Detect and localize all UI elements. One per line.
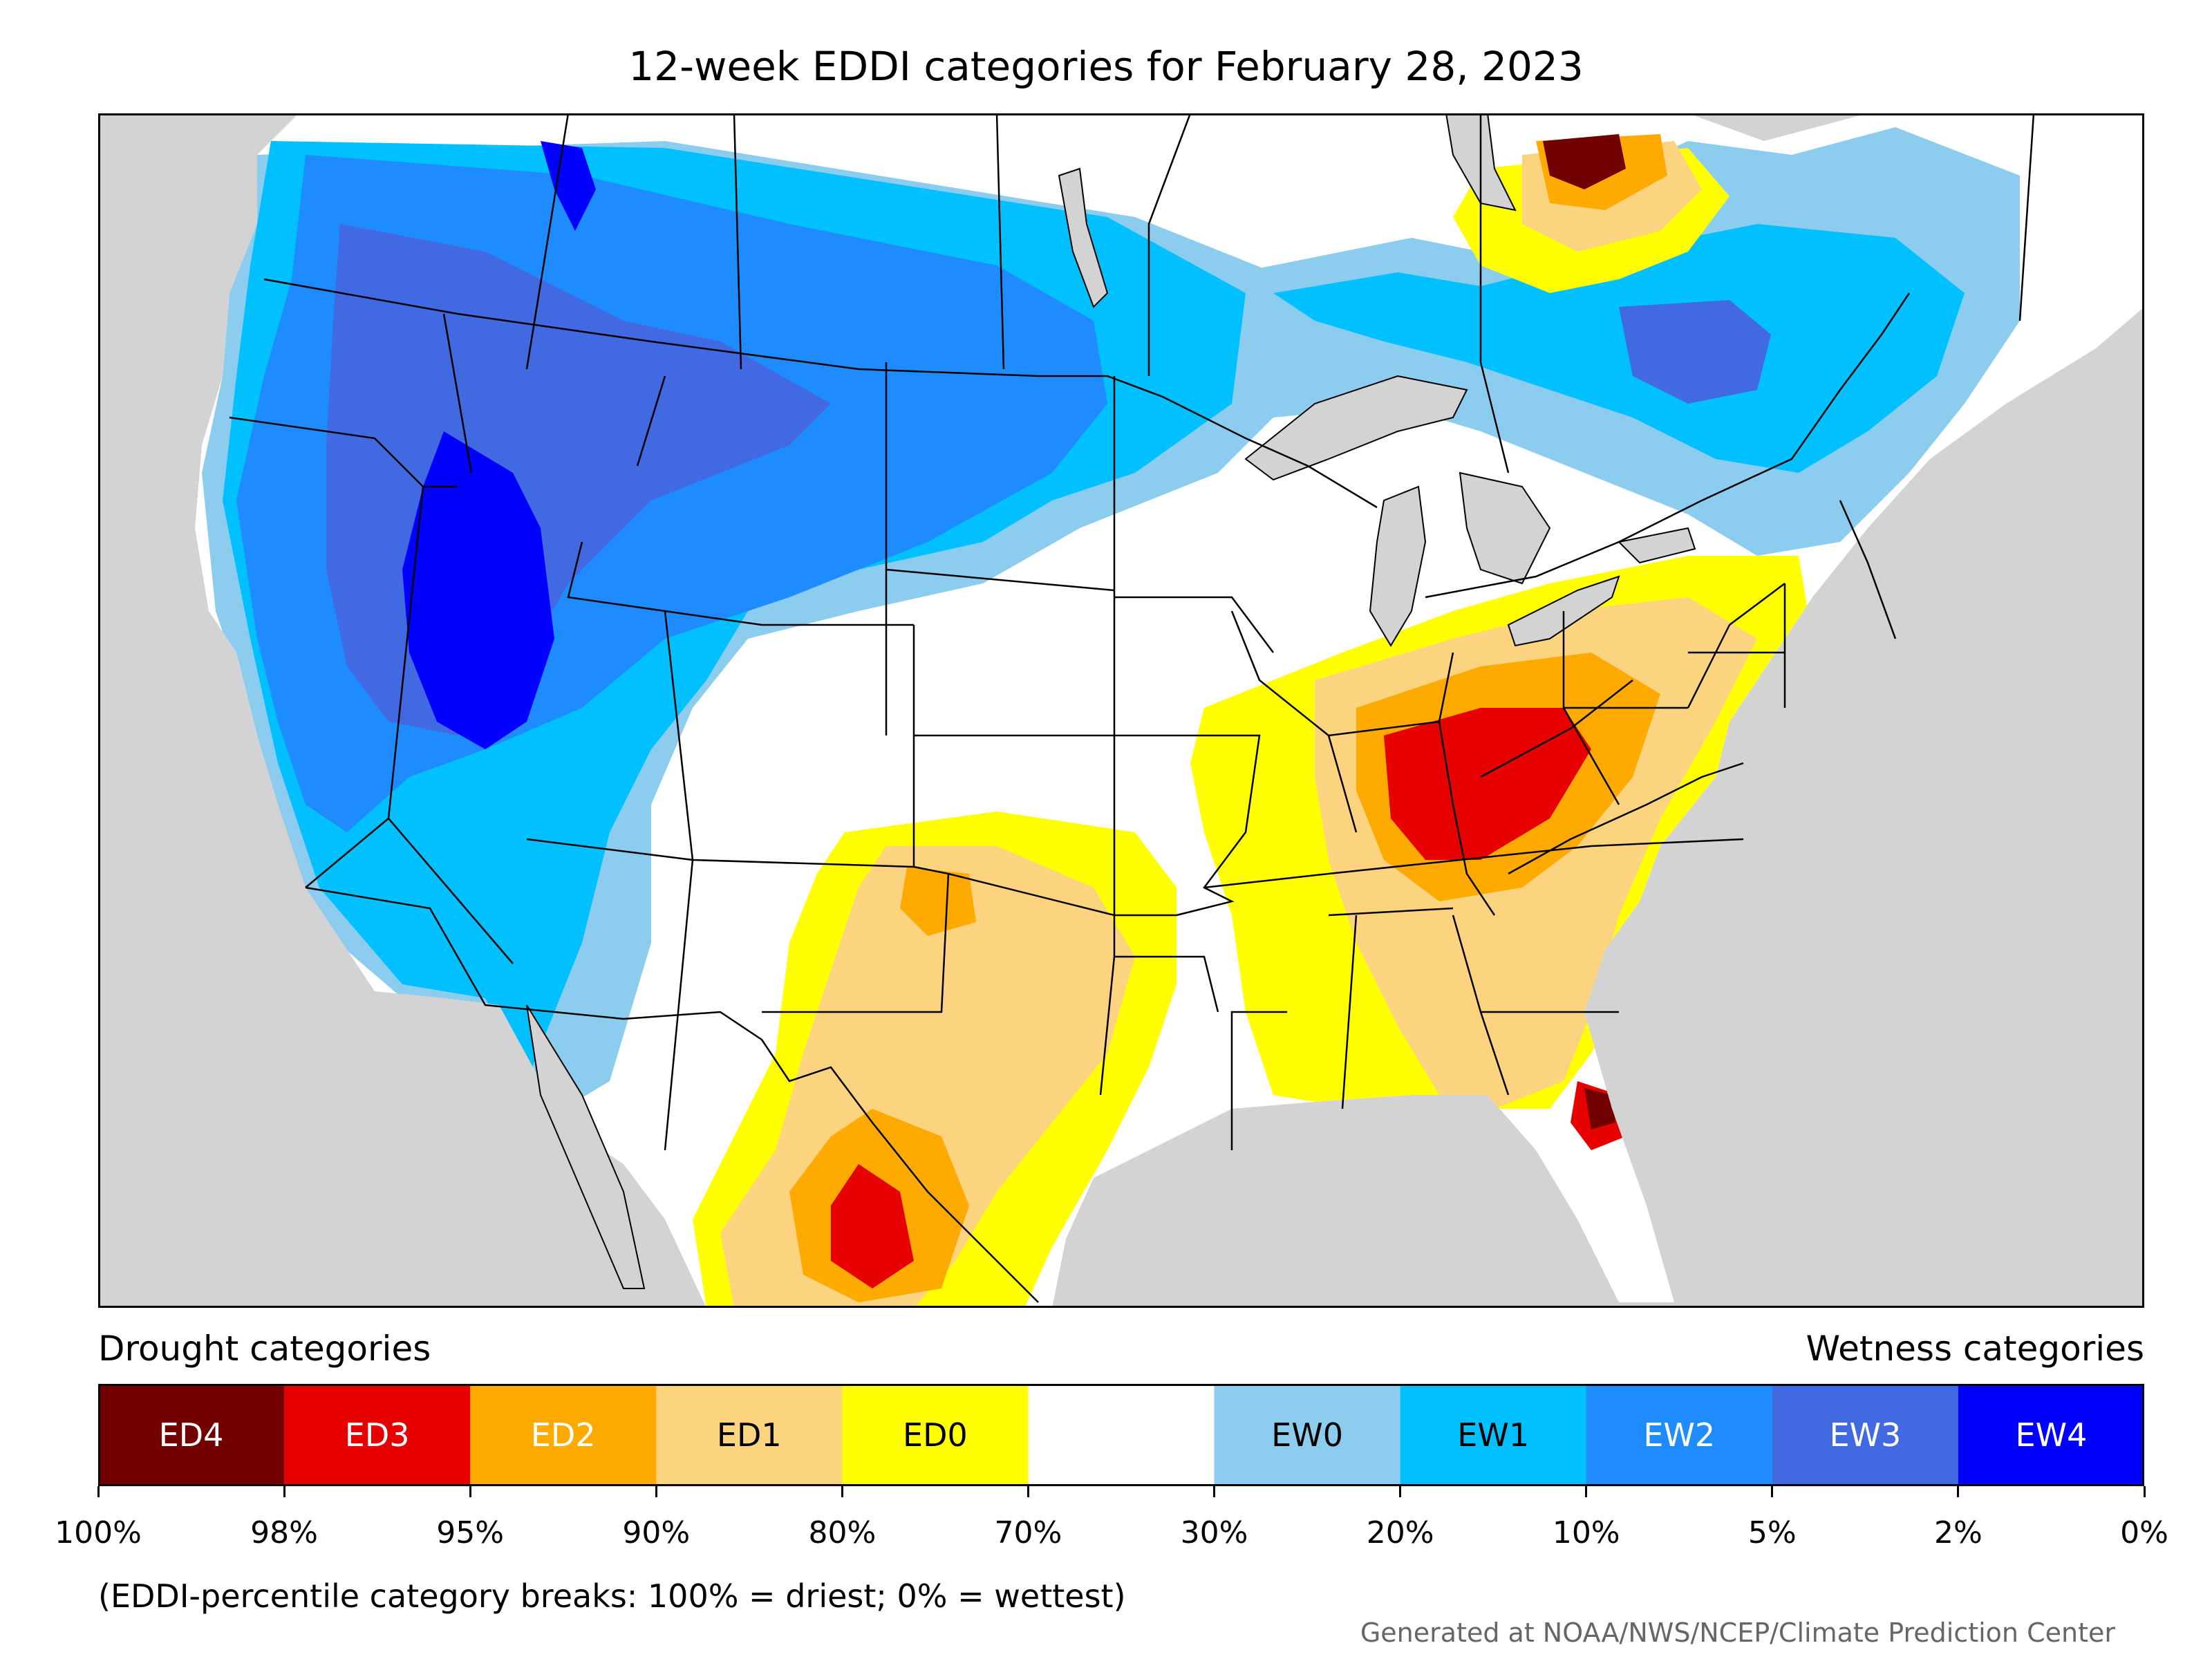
- colorbar-label-ed3: ED3: [345, 1416, 410, 1454]
- category-colorbar: ED4 ED3 ED2 ED1 ED0 EW0 EW1 EW2 EW3 EW4: [98, 1384, 2144, 1486]
- colorbar-label-ed0: ED0: [903, 1416, 968, 1454]
- colorbar-segment-ew2: [1586, 1384, 1773, 1486]
- wet-region-northeast-ew3: [1619, 300, 1771, 404]
- colorbar-tick-label: 95%: [436, 1515, 505, 1550]
- colorbar-label-ed4: ED4: [159, 1416, 224, 1454]
- colorbar-tick-mark: [655, 1486, 657, 1497]
- wet-region-ew4-north: [541, 141, 596, 231]
- colorbar-segment-ew3: [1772, 1384, 1959, 1486]
- colorbar-tick-mark: [283, 1486, 285, 1497]
- colorbar-label-ew0: EW0: [1271, 1416, 1343, 1454]
- drought-region-ed3-south: [831, 1164, 914, 1288]
- colorbar-tick-label: 100%: [55, 1515, 142, 1550]
- colorbar-segment-ew1: [1400, 1384, 1587, 1486]
- gulf-of-california: [526, 1004, 646, 1289]
- wetness-categories-heading: Wetness categories: [1806, 1329, 2144, 1369]
- eddi-map: [98, 113, 2144, 1308]
- lake-winnipeg: [1058, 167, 1109, 308]
- us-canada-border: [263, 278, 1911, 599]
- colorbar-label-ed2: ED2: [531, 1416, 596, 1454]
- colorbar-segment-ed3: [284, 1384, 471, 1486]
- map-frame: [98, 113, 2144, 1308]
- drought-region-ed2-panhandle: [900, 867, 976, 936]
- colorbar-tick-label: 90%: [622, 1515, 691, 1550]
- wet-region-ew4: [402, 431, 554, 749]
- us-state-borders-central: [948, 596, 1358, 1150]
- colorbar-tick-mark: [1399, 1486, 1402, 1497]
- colorbar-tick-mark: [1957, 1486, 1960, 1497]
- category-regions: [202, 127, 2020, 1308]
- colorbar-segment-ed0: [842, 1384, 1029, 1486]
- colorbar-label-ew2: EW2: [1643, 1416, 1715, 1454]
- colorbar-tick-mark: [1213, 1486, 1216, 1497]
- colorbar-tick-label: 5%: [1747, 1515, 1797, 1550]
- lake-michigan: [1369, 485, 1427, 647]
- colorbar-tick-mark: [1027, 1486, 1029, 1497]
- colorbar-tick-label: 98%: [250, 1515, 318, 1550]
- category-breaks-note: (EDDI-percentile category breaks: 100% =…: [98, 1577, 1126, 1615]
- colorbar-tick-mark: [1585, 1486, 1588, 1497]
- colorbar-segment-ed4: [98, 1384, 285, 1486]
- wet-region-northeast-ew1: [1273, 224, 1965, 473]
- us-mexico-border: [305, 886, 1039, 1303]
- colorbar-frame: [98, 1384, 2144, 1486]
- colorbar-tick-label: 0%: [2120, 1515, 2168, 1550]
- lake-huron: [1459, 471, 1551, 585]
- colorbar-segment-ew0: [1214, 1384, 1401, 1486]
- colorbar-tick-label: 70%: [994, 1515, 1062, 1550]
- canada-province-borders: [525, 113, 2035, 474]
- map-title: 12-week EDDI categories for February 28,…: [628, 43, 1584, 90]
- drought-region-ed4-florida: [1584, 1088, 1615, 1130]
- colorbar-tick-label: 20%: [1366, 1515, 1434, 1550]
- colorbar-segment-ed1: [656, 1384, 843, 1486]
- colorbar-segment-ew4: [1958, 1384, 2144, 1486]
- colorbar-tick-label: 2%: [1934, 1515, 1983, 1550]
- drought-categories-heading: Drought categories: [98, 1329, 431, 1369]
- drought-region-ed4-quebec: [1543, 134, 1626, 189]
- colorbar-label-ed1: ED1: [717, 1416, 782, 1454]
- political-borders: [229, 113, 2035, 1303]
- colorbar-label-ew1: EW1: [1457, 1416, 1529, 1454]
- colorbar-tick-mark: [1771, 1486, 1774, 1497]
- colorbar-tick-mark: [469, 1486, 471, 1497]
- colorbar-tick-label: 80%: [808, 1515, 877, 1550]
- lake-superior: [1244, 375, 1468, 481]
- colorbar-tick-mark: [2143, 1486, 2146, 1497]
- water-bodies: [526, 113, 1696, 1289]
- colorbar-tick-mark: [97, 1486, 100, 1497]
- colorbar-segments: ED4 ED3 ED2 ED1 ED0 EW0 EW1 EW2 EW3 EW4: [98, 1384, 2144, 1486]
- us-state-borders-east: [1328, 500, 1897, 1109]
- source-credit: Generated at NOAA/NWS/NCEP/Climate Predi…: [1360, 1618, 2115, 1648]
- lake-ontario: [1617, 527, 1696, 564]
- colorbar-label-ew3: EW3: [1829, 1416, 1901, 1454]
- colorbar-tick-label: 10%: [1552, 1515, 1620, 1550]
- colorbar-tick-label: 30%: [1180, 1515, 1248, 1550]
- colorbar-segment-ed2: [470, 1384, 657, 1486]
- colorbar-label-ew4: EW4: [2016, 1416, 2088, 1454]
- colorbar-segment-neutral: [1028, 1384, 1215, 1486]
- colorbar-tick-mark: [841, 1486, 843, 1497]
- us-state-borders-west: [229, 313, 1116, 1151]
